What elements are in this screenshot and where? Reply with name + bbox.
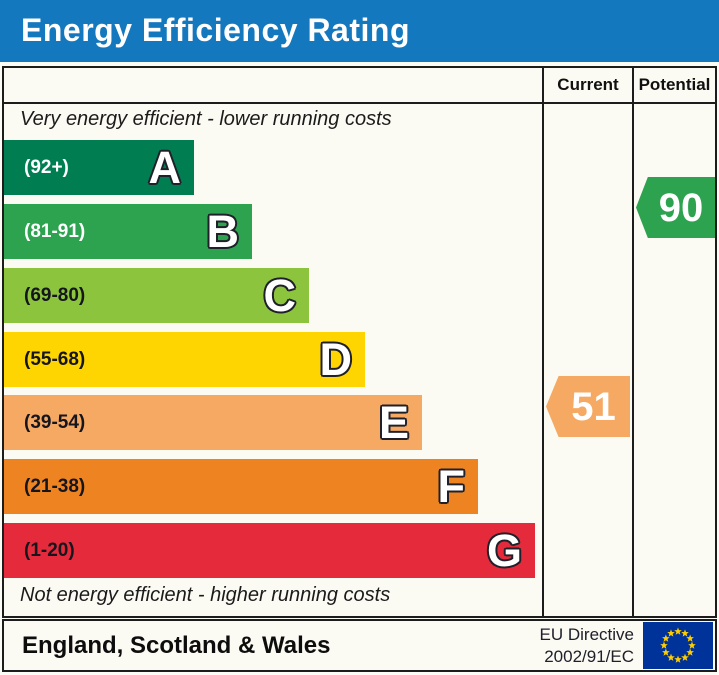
band-f-letter: F xyxy=(437,461,466,512)
current-rating-arrow: 51 xyxy=(546,376,630,437)
band-a-range: (92+) xyxy=(24,156,69,178)
band-b: (81-91) B xyxy=(4,204,252,259)
band-d-range: (55-68) xyxy=(24,348,86,370)
current-column-divider xyxy=(542,68,544,616)
band-g-range: (1-20) xyxy=(24,539,75,561)
band-c-range: (69-80) xyxy=(24,284,86,306)
eu-directive-line1: EU Directive xyxy=(539,625,634,645)
band-e-letter: E xyxy=(378,397,409,448)
band-f-range: (21-38) xyxy=(24,475,86,497)
potential-rating-value: 90 xyxy=(658,185,704,230)
band-e: (39-54) E xyxy=(4,395,422,450)
potential-column-header: Potential xyxy=(638,75,711,94)
eu-directive-line2: 2002/91/EC xyxy=(544,646,634,666)
potential-column-divider xyxy=(632,68,634,616)
caption-very-efficient: Very energy efficient - lower running co… xyxy=(20,108,392,130)
rating-chart: Current Potential Very energy efficient … xyxy=(2,66,717,618)
header-row-rule xyxy=(4,102,715,104)
band-b-letter: B xyxy=(206,206,240,257)
footer: England, Scotland & Wales EU Directive 2… xyxy=(2,619,717,672)
current-rating-value: 51 xyxy=(571,384,616,429)
eu-flag-icon xyxy=(643,622,713,669)
caption-not-efficient: Not energy efficient - higher running co… xyxy=(20,584,391,606)
band-f: (21-38) F xyxy=(4,459,478,514)
band-a: (92+) A xyxy=(4,140,194,195)
band-c-letter: C xyxy=(263,270,297,321)
page-title: Energy Efficiency Rating xyxy=(21,12,410,48)
band-d-letter: D xyxy=(319,334,353,385)
region-label: England, Scotland & Wales xyxy=(22,631,331,659)
band-e-range: (39-54) xyxy=(24,411,86,433)
band-d: (55-68) D xyxy=(4,332,365,387)
current-column-header: Current xyxy=(557,75,619,94)
band-a-letter: A xyxy=(148,142,182,193)
band-g-letter: G xyxy=(486,525,522,576)
band-c: (69-80) C xyxy=(4,268,309,323)
band-g: (1-20) G xyxy=(4,523,535,578)
title-bar: Energy Efficiency Rating xyxy=(0,0,719,62)
band-b-range: (81-91) xyxy=(24,220,86,242)
potential-rating-arrow: 90 xyxy=(636,177,715,238)
eu-directive-label: EU Directive 2002/91/EC xyxy=(540,624,634,667)
